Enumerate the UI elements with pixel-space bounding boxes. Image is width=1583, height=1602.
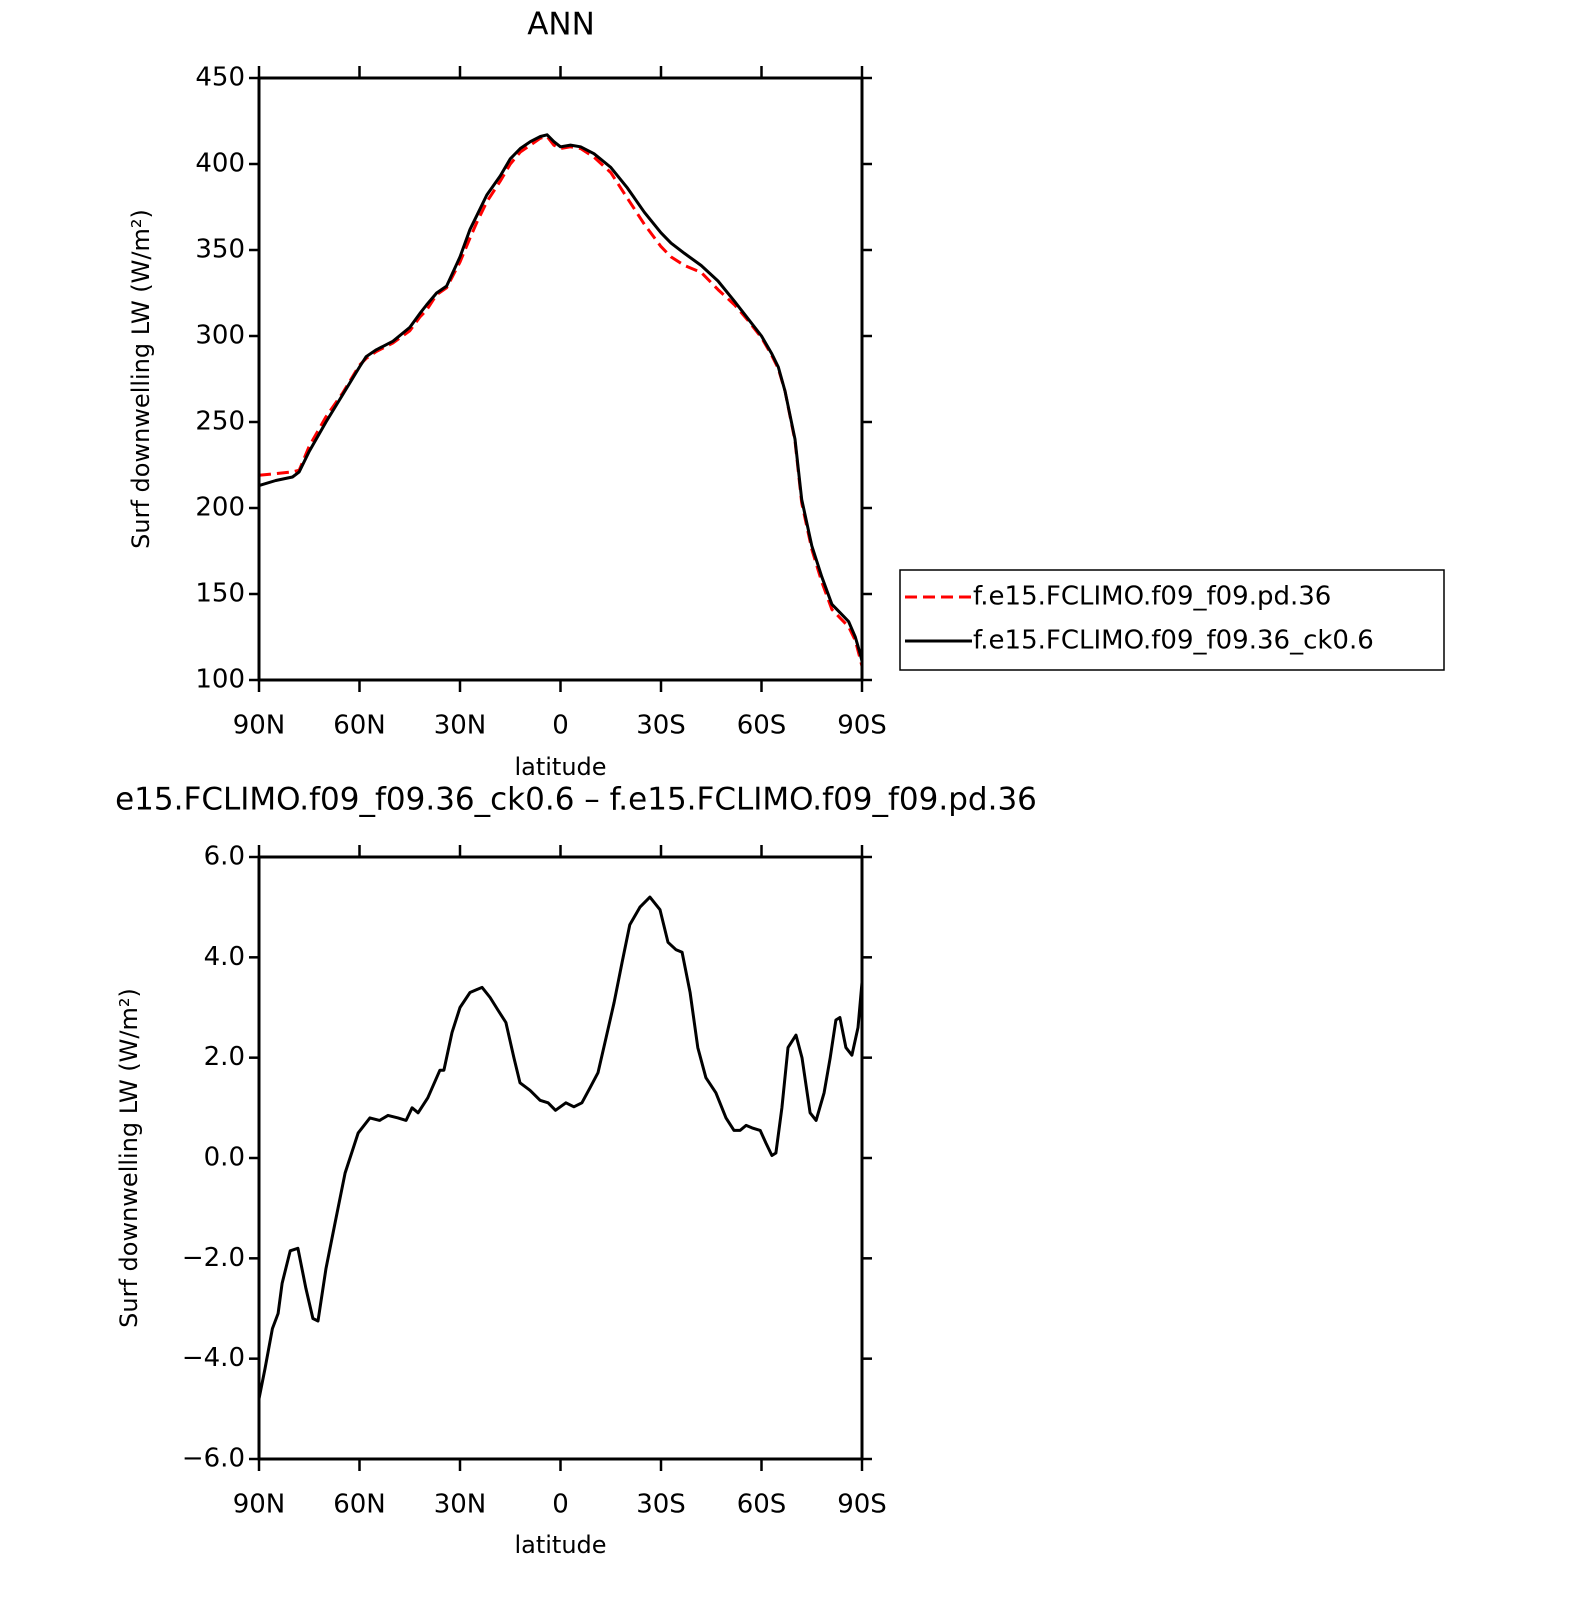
y-tick-label: 100 [195,665,245,695]
y-axis-label: Surf downwelling LW (W/m²) [115,988,143,1328]
plot-frame [257,855,864,1461]
y-tick-label: 0.0 [204,1143,245,1173]
x-tick-label: 60S [737,1490,787,1520]
x-tick-label: 30N [434,711,487,741]
x-tick-label: 90N [233,1490,286,1520]
x-tick-label: 60N [333,711,386,741]
data-line [258,133,864,662]
data-line [258,135,864,667]
x-tick-label: 30N [434,1490,487,1520]
x-tick-label: 90S [837,711,887,741]
x-tick-label: 90S [837,1490,887,1520]
x-tick-label: 60S [737,711,787,741]
x-tick-label: 90N [233,711,286,741]
y-tick-label: 6.0 [204,842,245,872]
legend-label: f.e15.FCLIMO.f09_f09.36_ck0.6 [973,626,1374,656]
y-tick-label: −2.0 [182,1243,245,1273]
y-tick-label: 400 [195,149,245,179]
y-tick-label: 4.0 [204,942,245,972]
x-axis-label: latitude [514,753,606,781]
x-tick-label: 0 [552,711,569,741]
y-tick-label: 200 [195,493,245,523]
x-tick-label: 30S [636,1490,686,1520]
y-tick-label: 250 [195,407,245,437]
chart-title: ANN [527,7,595,43]
data-line [257,895,864,1400]
chart-title: e15.FCLIMO.f09_f09.36_ck0.6 – f.e15.FCLI… [115,782,1037,818]
y-axis-label: Surf downwelling LW (W/m²) [127,209,155,549]
x-tick-label: 30S [636,711,686,741]
y-tick-label: 450 [195,63,245,93]
plot-frame [257,76,864,682]
y-tick-label: 300 [195,321,245,351]
legend-box [899,569,1445,671]
y-tick-label: 350 [195,235,245,265]
x-tick-label: 60N [333,1490,386,1520]
x-tick-label: 0 [552,1490,569,1520]
y-tick-label: −6.0 [182,1444,245,1474]
y-tick-label: −4.0 [182,1343,245,1373]
legend-label: f.e15.FCLIMO.f09_f09.pd.36 [973,582,1331,612]
x-axis-label: latitude [514,1531,606,1559]
y-tick-label: 2.0 [204,1042,245,1072]
y-tick-label: 150 [195,579,245,609]
